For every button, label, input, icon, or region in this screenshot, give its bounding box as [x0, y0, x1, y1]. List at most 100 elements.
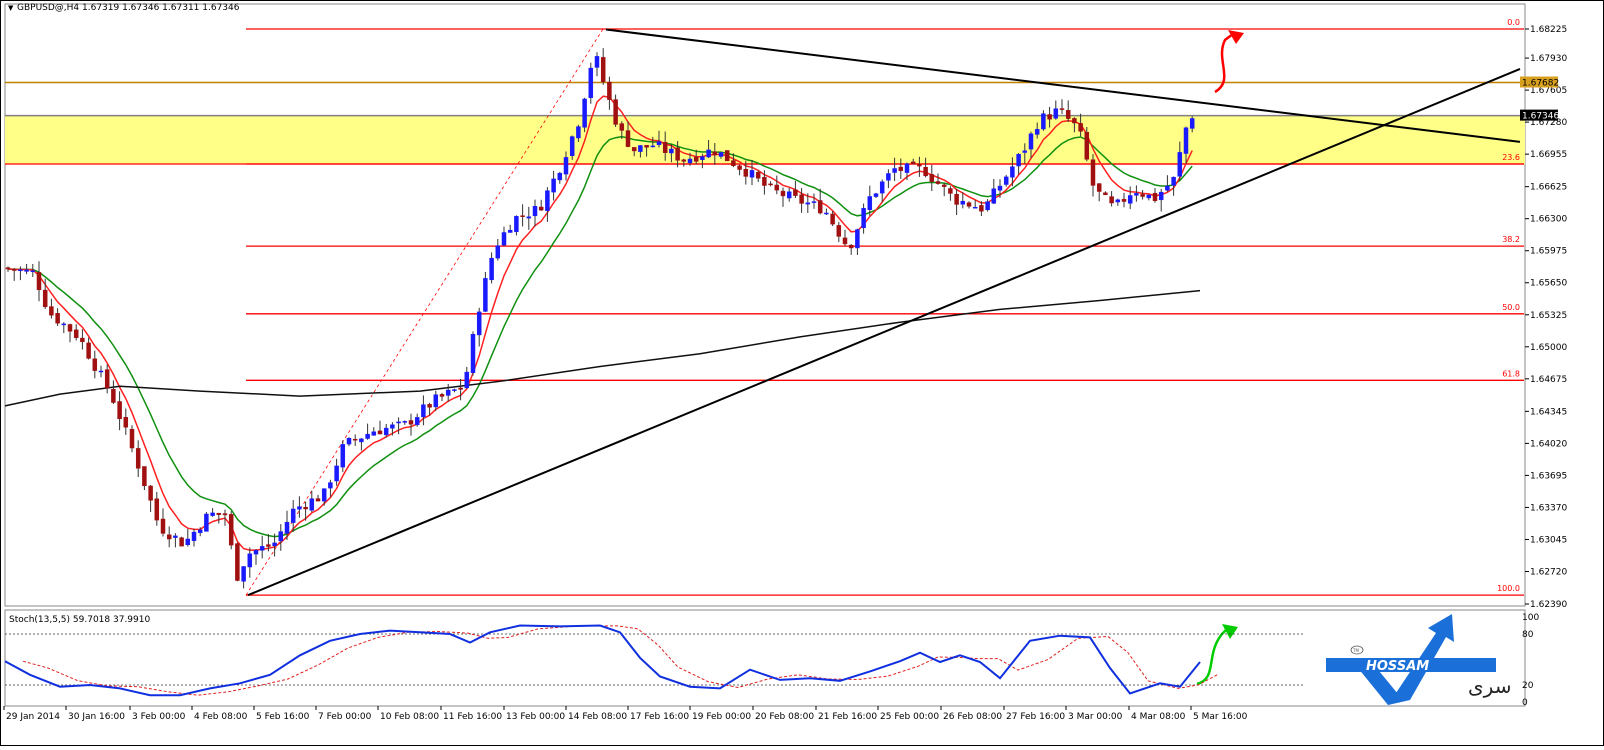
bull-candle	[173, 535, 178, 538]
bear-candle	[619, 123, 625, 131]
logo-badge: TM	[1352, 648, 1359, 653]
bull-candle	[197, 529, 203, 533]
bull-candle	[297, 506, 302, 510]
time-axis-label: 11 Feb 16:00	[443, 712, 502, 722]
price-axis-label: 1.65000	[1530, 343, 1567, 353]
bear-candle	[625, 130, 631, 147]
bull-candle	[396, 421, 401, 424]
bear-candle	[1047, 114, 1052, 120]
bull-candle	[650, 145, 656, 148]
bear-candle	[1109, 196, 1114, 204]
bear-candle	[1072, 118, 1077, 124]
bull-candle	[328, 482, 333, 489]
price-axis-label: 1.67280	[1530, 118, 1567, 128]
bull-candle	[191, 531, 197, 541]
bear-candle	[123, 417, 129, 428]
bear-candle	[817, 200, 823, 214]
bear-candle	[917, 164, 922, 167]
bear-candle	[898, 166, 904, 171]
bear-candle	[148, 485, 153, 501]
stoch-axis-label: 100	[1522, 613, 1539, 623]
bull-candle	[594, 56, 600, 68]
bear-candle	[662, 141, 668, 153]
bull-candle	[476, 311, 482, 336]
bear-candle	[216, 512, 222, 515]
bear-candle	[1096, 183, 1102, 192]
symbol-header: GBPUSD@,H4 1.67319 1.67346 1.67311 1.673…	[17, 3, 240, 13]
price-axis-label: 1.67930	[1530, 54, 1567, 64]
bull-candle	[495, 245, 501, 259]
bull-candle	[1034, 129, 1040, 135]
bear-candle	[129, 428, 135, 449]
price-axis-label: 1.65325	[1530, 311, 1567, 321]
bear-candle	[135, 448, 141, 469]
time-axis-label: 21 Feb 16:00	[818, 712, 877, 722]
bear-candle	[117, 401, 122, 420]
bull-candle	[706, 149, 711, 158]
price-axis-label: 1.66955	[1530, 150, 1567, 160]
bull-candle	[30, 270, 36, 272]
green-arrowhead-icon	[1222, 624, 1238, 639]
bear-candle	[36, 272, 42, 291]
bull-candle	[985, 201, 990, 211]
time-axis-label: 3 Feb 00:00	[132, 712, 186, 722]
fib-level-label: 0.0	[1507, 18, 1520, 27]
bear-candle	[836, 225, 842, 237]
bear-candle	[910, 161, 916, 165]
time-axis-label: 27 Feb 16:00	[1006, 712, 1065, 722]
bear-candle	[427, 404, 432, 408]
bull-candle	[1022, 150, 1028, 153]
dropdown-icon[interactable]: ▼	[8, 4, 14, 12]
bull-candle	[569, 136, 575, 156]
bear-candle	[948, 188, 953, 194]
bear-candle	[1121, 199, 1127, 202]
stoch-panel	[4, 609, 1526, 707]
bear-candle	[266, 544, 271, 547]
bull-candle	[879, 181, 885, 194]
bull-candle	[507, 229, 513, 233]
bear-candle	[631, 147, 637, 152]
time-axis-label: 30 Jan 16:00	[68, 712, 125, 722]
bear-candle	[160, 518, 166, 534]
price-axis-label: 1.64675	[1530, 375, 1567, 385]
main-panel	[4, 3, 1526, 607]
bear-candle	[86, 342, 91, 359]
bull-candle	[576, 126, 581, 139]
bear-candle	[1090, 159, 1096, 186]
bear-candle	[67, 324, 73, 332]
fib-level-label: 100.0	[1497, 584, 1520, 593]
bull-candle	[588, 67, 594, 98]
bear-candle	[352, 438, 358, 441]
bull-candle	[24, 269, 29, 272]
bear-candle	[842, 237, 848, 245]
bear-candle	[1140, 194, 1145, 197]
current-price-tag	[1520, 109, 1558, 121]
bear-candle	[520, 215, 525, 217]
bull-candle	[272, 542, 277, 546]
bear-candle	[222, 513, 228, 516]
bear-candle	[11, 268, 17, 271]
bull-candle	[61, 323, 67, 326]
bull-candle	[402, 421, 408, 423]
bear-candle	[848, 244, 854, 249]
bear-candle	[774, 184, 780, 191]
bear-candle	[966, 202, 972, 207]
bull-candle	[445, 389, 451, 396]
fib-level-label: 23.6	[1502, 153, 1520, 162]
bull-candle	[960, 200, 966, 205]
bull-candle	[997, 185, 1003, 191]
bull-candle	[972, 206, 978, 209]
bear-candle	[179, 537, 184, 547]
bear-candle	[935, 181, 941, 184]
bull-candle	[309, 498, 315, 511]
red-up-arrow	[1214, 33, 1234, 94]
bear-candle	[1059, 108, 1065, 110]
bull-candle	[855, 229, 860, 249]
bull-candle	[563, 157, 569, 175]
time-axis-label: 7 Feb 00:00	[318, 712, 372, 722]
price-axis-label: 1.66300	[1530, 215, 1567, 225]
stoch-signal-line	[22, 625, 1219, 696]
bull-candle	[278, 531, 284, 542]
bull-candle	[867, 196, 873, 210]
bear-candle	[737, 165, 742, 170]
